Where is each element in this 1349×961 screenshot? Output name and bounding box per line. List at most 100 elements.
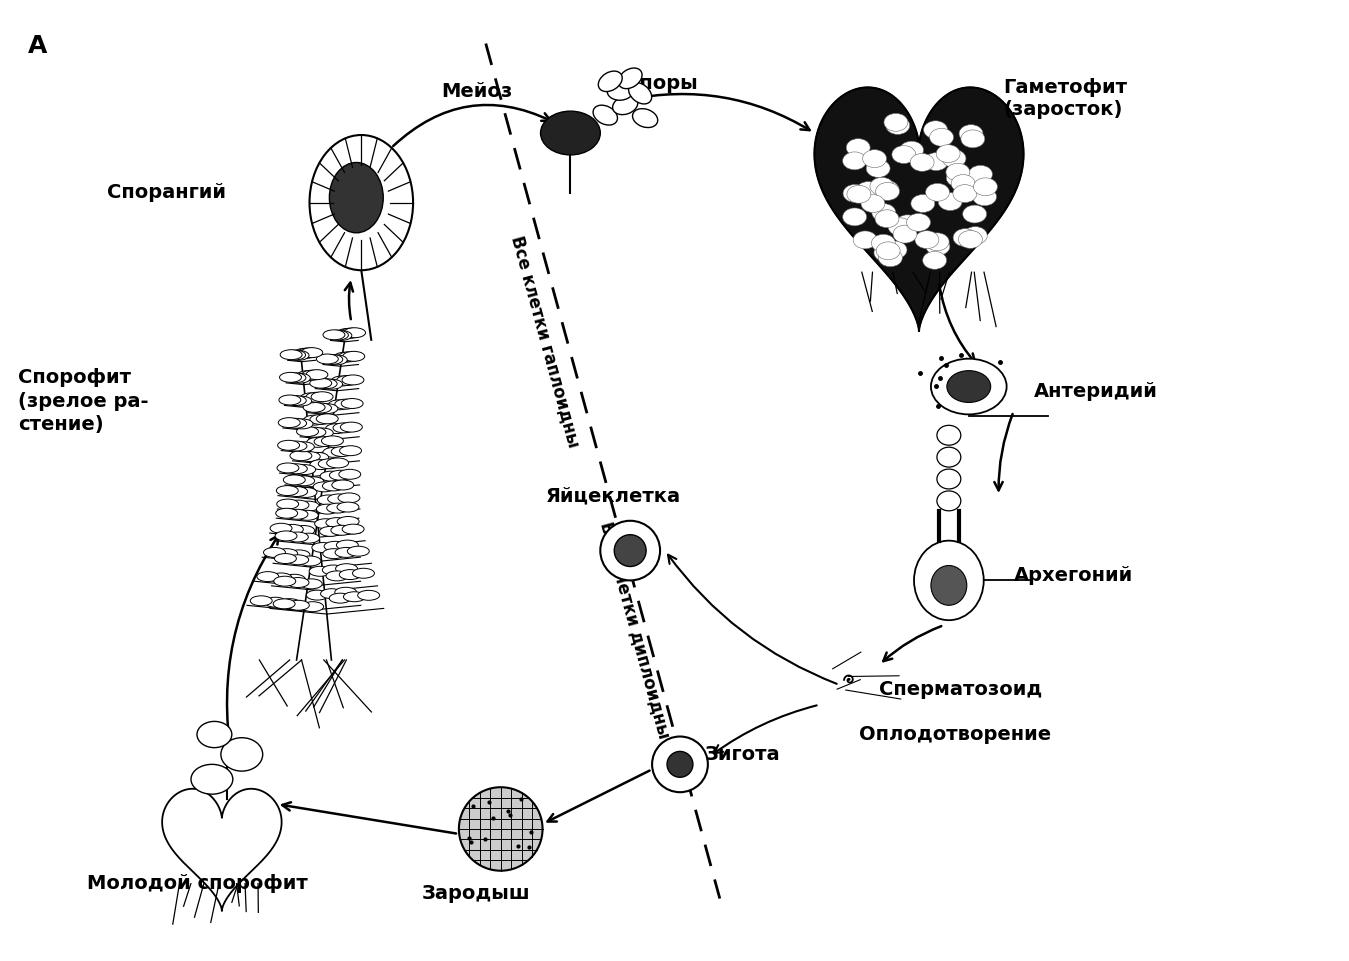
Ellipse shape bbox=[884, 241, 907, 259]
Ellipse shape bbox=[924, 153, 948, 171]
Ellipse shape bbox=[947, 371, 990, 403]
Ellipse shape bbox=[270, 573, 291, 583]
Ellipse shape bbox=[333, 423, 355, 432]
Ellipse shape bbox=[274, 577, 295, 586]
Ellipse shape bbox=[293, 526, 314, 535]
Ellipse shape bbox=[310, 414, 332, 425]
Ellipse shape bbox=[892, 146, 916, 163]
Ellipse shape bbox=[347, 546, 370, 556]
Ellipse shape bbox=[340, 446, 362, 456]
Ellipse shape bbox=[900, 141, 924, 160]
Ellipse shape bbox=[310, 459, 332, 470]
Ellipse shape bbox=[302, 602, 324, 611]
Ellipse shape bbox=[295, 487, 317, 498]
Ellipse shape bbox=[313, 481, 335, 492]
Ellipse shape bbox=[316, 414, 339, 424]
Ellipse shape bbox=[343, 524, 364, 534]
Ellipse shape bbox=[270, 524, 291, 533]
Ellipse shape bbox=[629, 83, 652, 104]
Ellipse shape bbox=[299, 556, 321, 566]
Ellipse shape bbox=[857, 182, 880, 200]
Ellipse shape bbox=[309, 135, 413, 270]
Ellipse shape bbox=[332, 447, 353, 456]
Ellipse shape bbox=[336, 540, 359, 550]
Ellipse shape bbox=[877, 242, 900, 259]
Ellipse shape bbox=[973, 187, 997, 206]
Ellipse shape bbox=[302, 370, 324, 381]
Ellipse shape bbox=[936, 145, 960, 162]
Ellipse shape bbox=[343, 375, 364, 385]
Ellipse shape bbox=[302, 477, 324, 486]
Ellipse shape bbox=[847, 185, 871, 203]
Ellipse shape bbox=[339, 493, 360, 503]
Ellipse shape bbox=[221, 738, 263, 771]
Ellipse shape bbox=[301, 579, 322, 589]
Ellipse shape bbox=[335, 587, 356, 597]
Ellipse shape bbox=[285, 373, 306, 382]
Ellipse shape bbox=[277, 485, 298, 496]
Ellipse shape bbox=[925, 184, 950, 201]
Ellipse shape bbox=[306, 392, 328, 403]
Text: Молодой спорофит: Молодой спорофит bbox=[88, 875, 308, 893]
Ellipse shape bbox=[316, 404, 337, 413]
Ellipse shape bbox=[281, 350, 302, 359]
Ellipse shape bbox=[274, 554, 297, 563]
Ellipse shape bbox=[853, 231, 877, 249]
Ellipse shape bbox=[866, 160, 890, 178]
Ellipse shape bbox=[339, 469, 360, 480]
Ellipse shape bbox=[951, 175, 975, 192]
Ellipse shape bbox=[959, 125, 983, 142]
Ellipse shape bbox=[306, 453, 329, 462]
Ellipse shape bbox=[938, 491, 960, 511]
Ellipse shape bbox=[340, 328, 362, 338]
Ellipse shape bbox=[594, 105, 618, 125]
Ellipse shape bbox=[321, 355, 343, 364]
Ellipse shape bbox=[322, 565, 344, 575]
Ellipse shape bbox=[297, 510, 318, 520]
Ellipse shape bbox=[298, 533, 320, 543]
Ellipse shape bbox=[197, 722, 232, 748]
Text: Все клетки диплоидны: Все клетки диплоидны bbox=[598, 520, 673, 741]
Text: Спорангий: Спорангий bbox=[108, 184, 227, 202]
Ellipse shape bbox=[285, 441, 308, 451]
Ellipse shape bbox=[326, 331, 348, 340]
Ellipse shape bbox=[337, 502, 359, 512]
Ellipse shape bbox=[314, 519, 336, 529]
Ellipse shape bbox=[310, 379, 332, 388]
Ellipse shape bbox=[952, 185, 977, 203]
Ellipse shape bbox=[306, 370, 328, 380]
Ellipse shape bbox=[309, 566, 331, 577]
Ellipse shape bbox=[339, 570, 362, 579]
Ellipse shape bbox=[301, 348, 322, 357]
Ellipse shape bbox=[541, 111, 600, 155]
Ellipse shape bbox=[874, 180, 898, 198]
Ellipse shape bbox=[893, 225, 917, 243]
Ellipse shape bbox=[329, 162, 383, 233]
Ellipse shape bbox=[279, 395, 301, 405]
Ellipse shape bbox=[954, 229, 977, 247]
Ellipse shape bbox=[279, 372, 301, 382]
Ellipse shape bbox=[931, 358, 1006, 414]
Ellipse shape bbox=[326, 458, 348, 468]
Ellipse shape bbox=[283, 475, 305, 485]
Ellipse shape bbox=[960, 130, 985, 148]
Circle shape bbox=[600, 521, 660, 580]
Ellipse shape bbox=[843, 208, 866, 226]
Ellipse shape bbox=[335, 399, 356, 409]
Circle shape bbox=[614, 534, 646, 566]
Ellipse shape bbox=[293, 442, 314, 452]
Text: Спорофит
(зрелое ра-
стение): Спорофит (зрелое ра- стение) bbox=[18, 368, 148, 434]
Ellipse shape bbox=[274, 599, 295, 609]
Ellipse shape bbox=[322, 480, 344, 491]
Ellipse shape bbox=[317, 505, 339, 514]
Ellipse shape bbox=[277, 463, 299, 473]
Ellipse shape bbox=[282, 525, 304, 534]
Ellipse shape bbox=[339, 352, 360, 361]
Ellipse shape bbox=[275, 508, 298, 518]
Ellipse shape bbox=[942, 150, 966, 167]
Ellipse shape bbox=[320, 471, 343, 481]
Ellipse shape bbox=[843, 185, 867, 203]
Ellipse shape bbox=[286, 464, 308, 474]
Ellipse shape bbox=[287, 351, 309, 360]
Ellipse shape bbox=[938, 447, 960, 467]
